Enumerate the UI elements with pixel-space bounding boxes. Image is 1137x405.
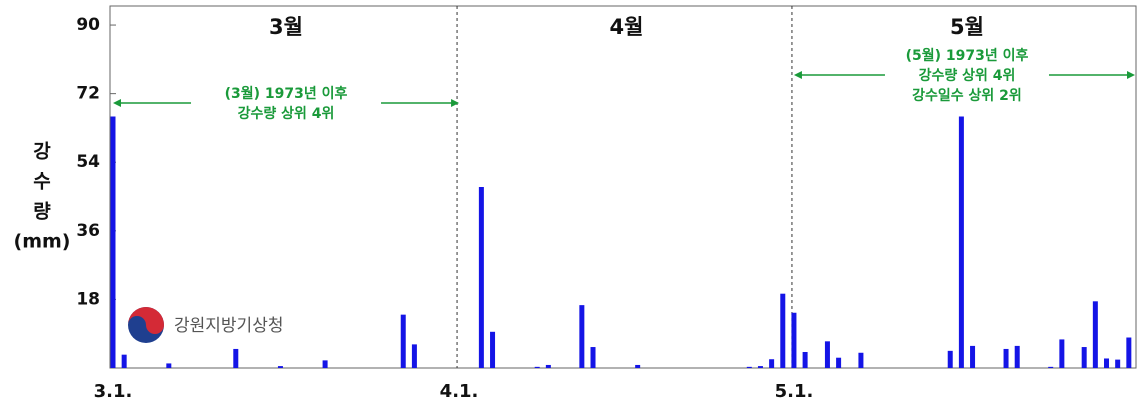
plot-frame [109, 5, 1137, 369]
y-tick-label: 36 [76, 221, 100, 241]
annotation: (5월) 1973년 이후 [906, 47, 1029, 64]
y-tick-label: 72 [76, 84, 100, 104]
x-tick-label: 5.1. [775, 381, 814, 402]
logo-red [128, 307, 164, 334]
bar [1092, 301, 1098, 368]
bar [1003, 348, 1009, 368]
bar [1104, 358, 1110, 368]
bar [824, 341, 830, 368]
bar [970, 345, 976, 368]
y-axis-label: 강 [33, 141, 51, 163]
bar [1014, 345, 1020, 368]
bar [545, 364, 551, 368]
bar [958, 116, 964, 368]
arrow-head [793, 71, 802, 79]
arrow-head [1127, 71, 1135, 79]
bar [478, 187, 484, 368]
y-tick-label: 90 [76, 15, 100, 35]
bar [757, 366, 763, 368]
bar [166, 363, 172, 368]
arrow-head [113, 99, 121, 107]
bar [1048, 366, 1054, 368]
bar [110, 116, 116, 368]
bar [1126, 337, 1132, 368]
bar [322, 360, 328, 368]
bar [746, 366, 752, 368]
y-axis-label: 량 [33, 201, 51, 223]
arrow-head [451, 99, 460, 107]
annotation: 강수일수 상위 2위 [912, 87, 1022, 104]
bar [858, 352, 864, 368]
logo: 강원지방기상청 [128, 307, 283, 343]
x-tick-label: 4.1. [440, 381, 479, 402]
annotation: 강수량 상위 4위 [238, 105, 335, 122]
bar [1059, 339, 1065, 368]
bar [400, 314, 406, 368]
bar [635, 364, 641, 368]
bar [1115, 359, 1121, 368]
y-tick-label: 54 [76, 152, 100, 172]
month-label: 3월 [269, 15, 303, 39]
bar [277, 366, 283, 368]
y-tick-label: 18 [76, 289, 100, 309]
bar [411, 344, 417, 368]
bar [590, 347, 596, 368]
bar [836, 357, 842, 368]
y-axis-label: 수 [33, 171, 50, 193]
bar [780, 293, 786, 368]
bar [490, 331, 496, 368]
bar [121, 354, 127, 368]
source: 강원지방기상청 [174, 316, 283, 336]
month-label: 4월 [610, 15, 644, 39]
bar [802, 351, 808, 368]
bar [534, 366, 540, 368]
bar [233, 348, 239, 368]
annotation: 강수량 상위 4위 [919, 67, 1016, 84]
x-tick-label: 3.1. [94, 381, 133, 402]
bar [947, 350, 953, 368]
bar [579, 305, 585, 368]
month-label: 5월 [950, 15, 984, 39]
bar [791, 312, 797, 368]
bar [769, 359, 775, 368]
bar [1081, 347, 1087, 368]
y-axis-label: (mm) [14, 231, 71, 253]
annotation: (3월) 1973년 이후 [225, 85, 348, 102]
